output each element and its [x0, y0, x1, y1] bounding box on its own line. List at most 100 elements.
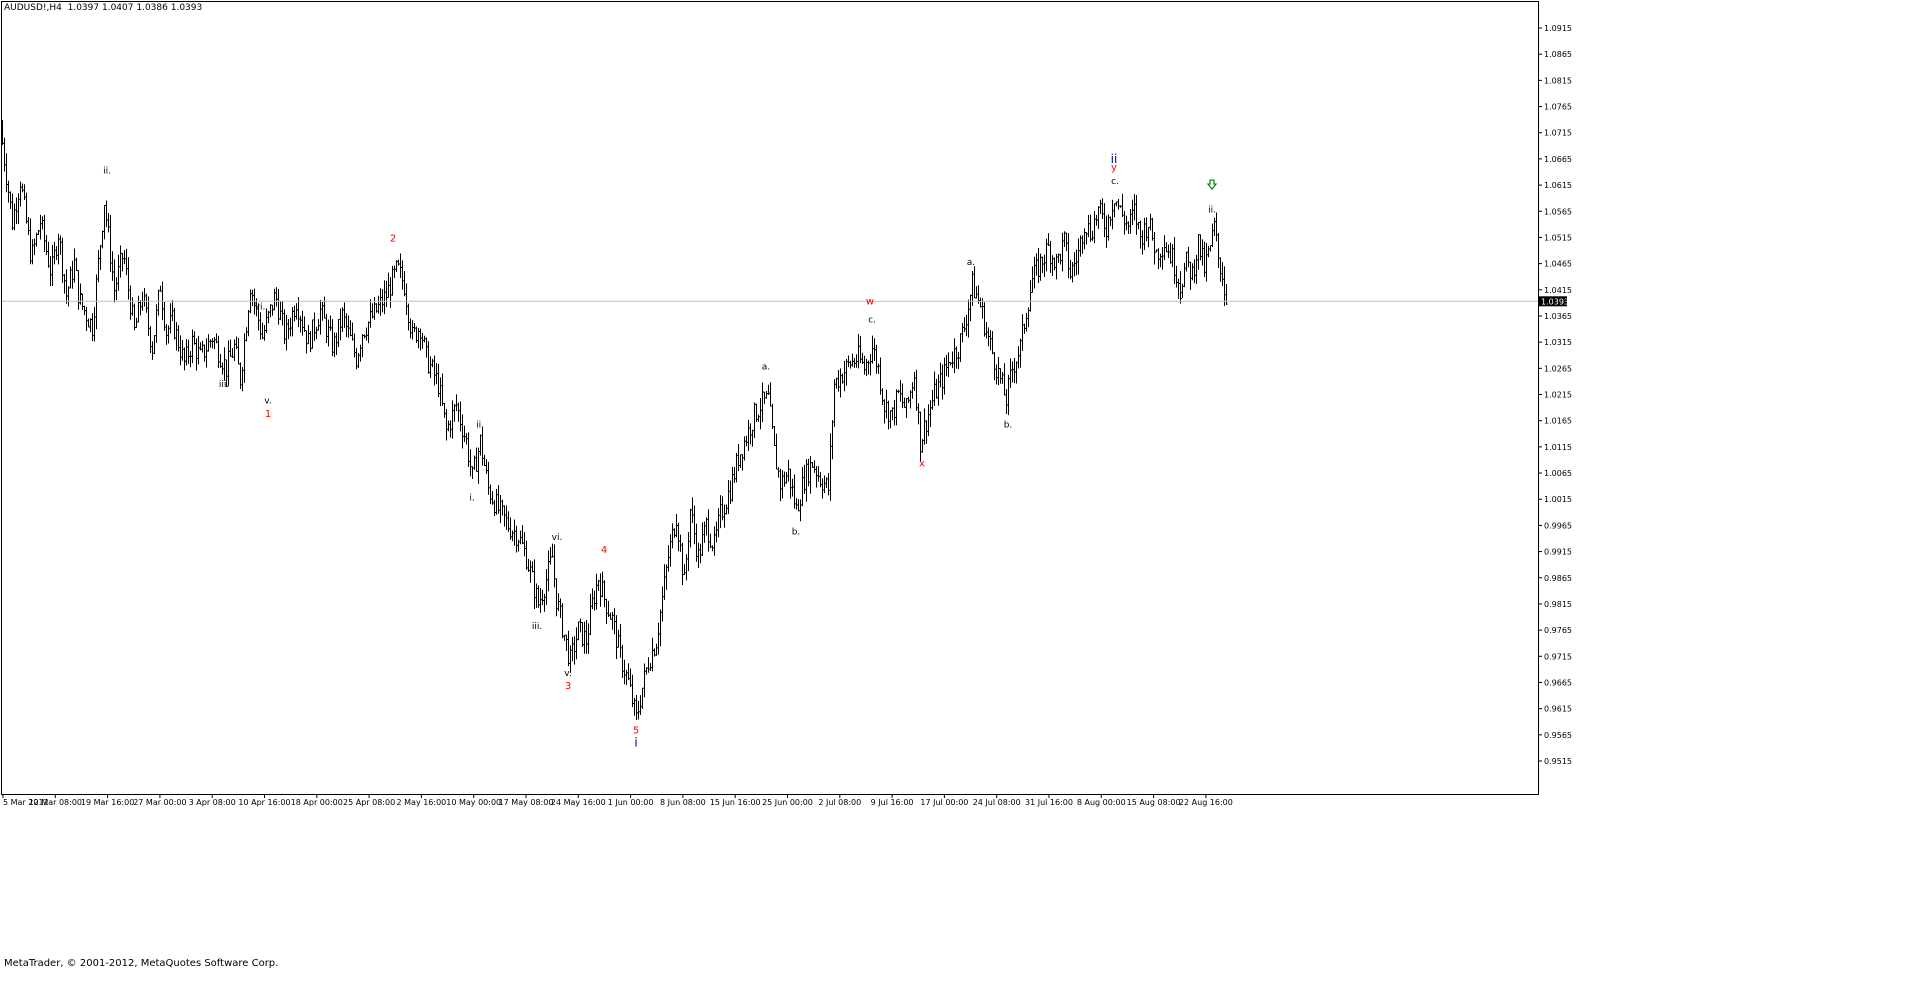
price-tag: 1.0393 [1541, 297, 1569, 306]
y-tick-label: 0.9865 [1544, 574, 1572, 583]
ohlc-bar [441, 373, 444, 406]
ohlc-bar [21, 183, 24, 193]
ohlc-bar [839, 368, 842, 398]
ohlc-bar [863, 355, 866, 375]
ohlc-bar [1103, 203, 1106, 238]
ohlc-bar [345, 313, 348, 338]
ohlc-bar [293, 305, 296, 322]
ohlc-bar [475, 447, 478, 472]
ohlc-bar [363, 334, 366, 339]
ohlc-bar [879, 357, 882, 395]
ohlc-bar [877, 363, 880, 374]
ohlc-bar [17, 193, 20, 224]
ohlc-bar [537, 585, 540, 608]
ohlc-bar [695, 523, 698, 562]
ohlc-bar [525, 540, 528, 570]
ohlc-bar [323, 296, 326, 319]
ohlc-bar [587, 623, 590, 654]
ohlc-bar [1159, 253, 1162, 268]
ohlc-bar [939, 362, 942, 388]
ohlc-bar [313, 312, 316, 341]
ohlc-bar [1065, 232, 1068, 252]
ohlc-bar [1161, 247, 1164, 270]
ohlc-bar [615, 615, 618, 659]
wave-label: i. [469, 494, 474, 504]
ohlc-bar [1167, 244, 1170, 259]
ohlc-bar [1101, 198, 1104, 219]
ohlc-bar [439, 377, 442, 407]
wave-label: 4 [601, 545, 607, 556]
ohlc-bar [799, 499, 802, 522]
y-tick-label: 1.0265 [1544, 364, 1572, 373]
ohlc-bar [89, 318, 92, 333]
ohlc-bar [229, 339, 232, 357]
ohlc-bar [607, 600, 610, 618]
ohlc-bar [1147, 226, 1150, 248]
ohlc-bar [991, 331, 994, 355]
ohlc-bar [629, 668, 632, 687]
ohlc-bar [425, 337, 428, 358]
x-tick-label: 1 Jun 00:00 [608, 798, 654, 807]
ohlc-bar [815, 466, 818, 488]
ohlc-bar [473, 455, 476, 470]
ohlc-bar [899, 380, 902, 402]
ohlc-bar [1067, 233, 1070, 279]
ohlc-bar [1127, 221, 1130, 234]
ohlc-bar [239, 362, 242, 390]
ohlc-bar [113, 259, 116, 303]
x-tick-label: 25 Apr 08:00 [343, 798, 395, 807]
price-axis[interactable]: 1.0915 1.0865 1.0815 1.0765 1.0715 1.0665 1.06… [1538, 24, 1572, 766]
ohlc-bar [1151, 217, 1154, 241]
low-value: 1.0386 [136, 3, 168, 13]
ohlc-bar [853, 357, 856, 368]
ohlc-bar [99, 244, 102, 271]
ohlc-bar [351, 322, 354, 341]
ohlc-bar [267, 310, 270, 324]
ohlc-bar [397, 259, 400, 266]
ohlc-bar [1069, 259, 1072, 280]
wave-label: b. [792, 528, 801, 538]
ohlc-bar [169, 303, 172, 334]
ohlc-bar [943, 357, 946, 395]
ohlc-bar [341, 307, 344, 332]
ohlc-bar [231, 348, 234, 358]
ohlc-bar [409, 318, 412, 339]
x-tick-label: 3 Apr 08:00 [189, 798, 236, 807]
ohlc-bar [1197, 234, 1200, 270]
ohlc-bar [241, 367, 244, 392]
ohlc-bar [359, 344, 362, 362]
ohlc-bar [1131, 199, 1134, 226]
ohlc-bar [771, 403, 774, 430]
ohlc-bar [925, 420, 928, 444]
ohlc-bar [635, 695, 638, 720]
ohlc-bar [379, 288, 382, 316]
ohlc-bar [643, 663, 646, 698]
ohlc-bar [347, 315, 350, 338]
ohlc-bar [233, 339, 236, 362]
ohlc-bar [583, 621, 586, 654]
ohlc-bar [969, 294, 972, 322]
ohlc-bar [933, 371, 936, 407]
ohlc-bar [779, 468, 782, 502]
ohlc-bar [585, 620, 588, 654]
ohlc-bar [149, 326, 152, 354]
ohlc-bar [541, 589, 544, 606]
ohlc-bar [559, 598, 562, 618]
wave-label: w [866, 296, 874, 307]
ohlc-bar [1077, 238, 1080, 275]
ohlc-bar [353, 333, 356, 358]
ohlc-bar [891, 407, 894, 421]
ohlc-bar [911, 382, 914, 399]
ohlc-bar [87, 318, 90, 328]
ohlc-bar [27, 216, 30, 236]
ohlc-bar [247, 309, 250, 337]
ohlc-bar [437, 363, 440, 398]
ohlc-bar [155, 304, 158, 343]
ohlc-bar [223, 347, 226, 381]
ohlc-bar [539, 588, 542, 613]
ohlc-bar [1211, 223, 1214, 248]
ohlc-bar [59, 235, 62, 255]
ohlc-bar [855, 354, 858, 368]
